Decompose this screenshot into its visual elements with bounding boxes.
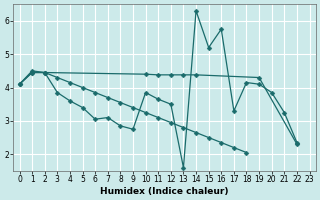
X-axis label: Humidex (Indice chaleur): Humidex (Indice chaleur) [100,187,229,196]
